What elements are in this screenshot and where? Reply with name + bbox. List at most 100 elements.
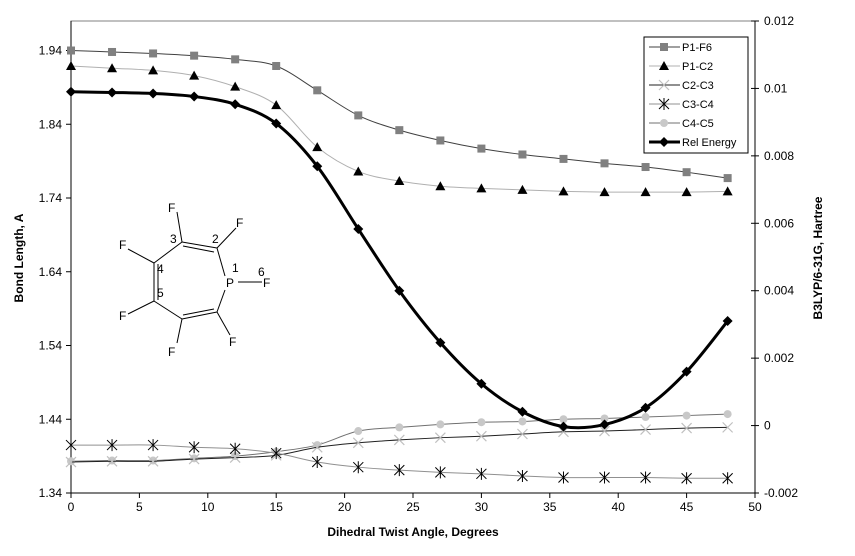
- y2-axis-label: B3LYP/6-31G, Hartree: [811, 196, 825, 319]
- data-point-p1-f6: [67, 46, 75, 55]
- y-tick-label: 1.54: [39, 339, 63, 353]
- data-point-p1-f6: [641, 163, 650, 172]
- data-point-p1-c2: [148, 65, 159, 75]
- data-point-c3-c4: [681, 472, 692, 485]
- data-point-c2-c3: [65, 456, 77, 468]
- data-point-c3-c4: [147, 439, 159, 452]
- atom-F-4: F: [119, 238, 126, 252]
- legend-marker-c2-c3: [658, 79, 670, 91]
- atom-F-3: F: [168, 201, 175, 215]
- data-point-rel-energy: [189, 91, 200, 102]
- legend: P1-F6 P1-C2 C2-C3 C3-C4 C4-C5 Rel Energy: [643, 36, 749, 154]
- data-point-p1-c2: [558, 186, 569, 196]
- data-point-p1-c2: [435, 181, 446, 191]
- data-point-c4-c5: [641, 413, 650, 422]
- data-point-p1-c2: [66, 60, 76, 70]
- atom-number-3: 3: [170, 232, 177, 246]
- data-point-c3-c4: [188, 441, 200, 454]
- data-point-c3-c4: [393, 464, 405, 477]
- data-point-p1-f6: [600, 159, 609, 168]
- data-point-rel-energy: [394, 285, 405, 296]
- data-point-rel-energy: [435, 337, 446, 348]
- data-point-p1-f6: [231, 55, 240, 64]
- y-tick-label: 1.94: [39, 44, 63, 58]
- data-point-p1-f6: [354, 111, 363, 120]
- legend-label-c2-c3: C2-C3: [682, 80, 714, 92]
- data-point-rel-energy: [599, 419, 610, 430]
- data-point-c2-c3: [229, 452, 241, 464]
- series-line-c4-c5: [70, 413, 728, 462]
- data-point-c3-c4: [65, 439, 77, 452]
- y-axis-label: Bond Length, A: [12, 213, 26, 302]
- data-point-p1-c2: [189, 70, 200, 80]
- data-point-p1-f6: [518, 150, 527, 159]
- data-point-c2-c3: [475, 430, 487, 442]
- data-point-c2-c3: [599, 425, 610, 437]
- data-point-c3-c4: [270, 447, 282, 460]
- legend-label-c3-c4: C3-C4: [682, 99, 714, 111]
- atom-number-1: 1: [232, 261, 239, 275]
- series-c3-c4: [65, 439, 733, 485]
- data-point-c2-c3: [352, 437, 364, 449]
- data-point-c2-c3: [434, 432, 446, 444]
- y-tick-label: 1.34: [39, 486, 63, 500]
- y2-tick-label: 0.01: [764, 81, 788, 95]
- x-tick-label: 45: [680, 500, 694, 514]
- data-point-rel-energy: [312, 161, 323, 172]
- data-point-c2-c3: [311, 441, 323, 453]
- data-point-c3-c4: [106, 439, 118, 452]
- atom-number-6: 6: [258, 265, 265, 279]
- legend-marker-c4-c5: [660, 119, 668, 127]
- x-tick-label: 40: [612, 500, 626, 514]
- data-point-c3-c4: [599, 471, 610, 484]
- data-point-p1-f6: [477, 144, 486, 153]
- data-point-c3-c4: [435, 466, 446, 479]
- legend-label-rel-energy: Rel Energy: [682, 137, 737, 149]
- atom-number-5: 5: [157, 286, 164, 300]
- data-point-c2-c3: [147, 455, 159, 467]
- data-point-c3-c4: [311, 456, 323, 469]
- data-point-p1-c2: [640, 187, 651, 197]
- data-point-p1-f6: [272, 61, 281, 70]
- data-point-p1-c2: [681, 187, 692, 197]
- data-point-c4-c5: [395, 423, 404, 432]
- series-line-c2-c3: [70, 426, 728, 463]
- data-point-c4-c5: [354, 427, 363, 436]
- legend-marker-c3-c4: [658, 98, 670, 110]
- data-point-p1-f6: [723, 174, 732, 183]
- y2-tick-label: 0.002: [764, 351, 794, 365]
- series-line-p1-f6: [70, 50, 728, 179]
- data-point-p1-f6: [149, 49, 158, 58]
- data-point-c4-c5: [559, 415, 568, 424]
- data-point-c3-c4: [558, 471, 569, 484]
- legend-label-c4-c5: C4-C5: [682, 118, 714, 130]
- data-point-rel-energy: [476, 378, 487, 389]
- data-point-p1-f6: [395, 126, 404, 135]
- y2-tick-label: 0.008: [764, 149, 794, 163]
- y2-tick-label: 0.006: [764, 216, 794, 230]
- data-point-c2-c3: [188, 453, 200, 465]
- data-point-c4-c5: [518, 417, 527, 426]
- data-point-p1-c2: [230, 81, 241, 91]
- data-point-c4-c5: [477, 418, 486, 427]
- data-point-p1-c2: [312, 142, 323, 152]
- data-point-p1-c2: [353, 166, 364, 176]
- data-point-p1-c2: [599, 187, 610, 197]
- data-point-c2-c3: [517, 428, 528, 440]
- atom-number-4: 4: [157, 262, 164, 276]
- data-point-c2-c3: [681, 422, 693, 434]
- x-axis-label: Dihedral Twist Angle, Degrees: [327, 525, 499, 539]
- y2-tick-label: -0.002: [764, 486, 798, 500]
- y-tick-label: 1.84: [39, 117, 63, 131]
- data-point-p1-f6: [559, 154, 568, 163]
- data-point-c3-c4: [229, 442, 241, 455]
- data-point-c3-c4: [722, 472, 733, 485]
- x-tick-label: 25: [406, 500, 420, 514]
- x-tick-label: 5: [136, 500, 143, 514]
- data-point-c2-c3: [722, 421, 734, 433]
- x-tick-label: 35: [543, 500, 557, 514]
- data-point-rel-energy: [66, 86, 76, 97]
- legend-marker-p1-f6: [660, 43, 668, 51]
- atom-P: P: [226, 276, 234, 290]
